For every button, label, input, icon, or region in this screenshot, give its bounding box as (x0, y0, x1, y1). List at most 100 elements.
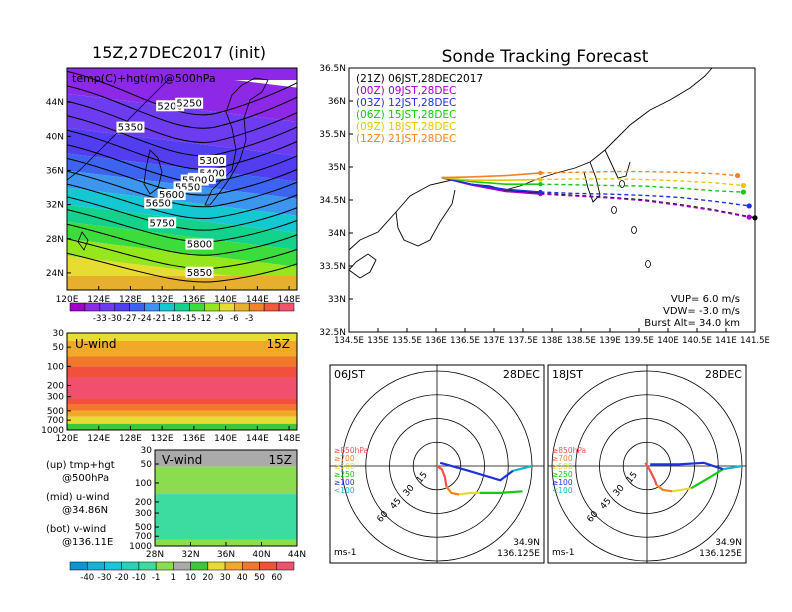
track-x-tick-label: 134.5E (334, 336, 364, 346)
hodograph-lon-label: 136.125E (699, 549, 742, 559)
hodograph-lat-label: 34.9N (715, 538, 742, 548)
wind-colorbar-swatch (190, 561, 209, 571)
param-burst: Burst Alt= 34.0 km (644, 318, 740, 329)
z500-frame (66, 67, 298, 291)
track-end-marker (740, 189, 747, 195)
z500-plot: 5200525053005350540054505500555056005650… (66, 67, 298, 291)
coast-bay (604, 149, 631, 179)
vwind-y-tick-label: 500 (135, 523, 152, 533)
note-up-level: @500hPa (62, 473, 109, 484)
colorbar-label: -3 (245, 314, 253, 324)
z500-x-tick-label: 120E (56, 295, 79, 305)
contour-label: 5500 (182, 176, 207, 187)
uwind-y-tick-label: 100 (47, 362, 64, 372)
contour-label: 5750 (149, 218, 174, 229)
colorbar-label: -6 (230, 314, 238, 324)
hodograph-level-legend: <100 (552, 486, 573, 495)
temperature-colorbar: -33 -30 -27 -24 -21 -18 -15 -12 -9 -6 -3 (69, 302, 295, 324)
z500-y-tick-label: 32N (46, 201, 64, 211)
temperature-band (67, 238, 297, 284)
hodograph-level-legend: ≥500 (334, 462, 355, 471)
track-y-axis: 32.5N 33N 33.5N 34N 34.5N 35N 35.5N 36N 36.5N (319, 64, 353, 338)
z500-x-axis: 120E 124E 128E 132E 136E 140E 144E 148E (56, 286, 301, 305)
track-line-dashed (540, 191, 750, 207)
hodograph-level-legend: <100 (334, 486, 355, 495)
track-x-tick-label: 135E (367, 336, 389, 346)
track-legend-entry: (00Z) 09JST,28DEC (356, 85, 456, 97)
uwind-x-tick-label: 136E (182, 434, 205, 444)
hodograph-trace (445, 485, 460, 496)
vwind-x-tick-label: 32N (181, 550, 199, 560)
hodograph-level-legend: ≥250 (552, 470, 573, 479)
track-x-tick-label: 138E (541, 336, 563, 346)
param-vup: VUP= 6.0 m/s (671, 294, 740, 305)
hodograph-level-legend: ≥850hPa (552, 446, 586, 455)
coast-island (645, 260, 651, 268)
track-burst-marker (538, 189, 543, 195)
param-vdw: VDW= -3.0 m/s (663, 306, 740, 317)
height-contour (67, 223, 297, 256)
wind-colorbar-label: -40 (80, 573, 94, 583)
wind-colorbar-swatch (242, 561, 260, 571)
contour-label-bg (157, 189, 186, 201)
track-x-axis: 134.5E 135E 135.5E 136E 136.5E 137E 137.5E 138E… (334, 328, 770, 346)
wind-colorbar-swatch (138, 561, 157, 571)
uwind-layer (67, 410, 297, 417)
track-y-tick-label: 34N (328, 229, 346, 239)
side-notes: (up) tmp+hgt @500hPa (mid) u-wind @34.86… (46, 460, 115, 548)
uwind-y-tick-label: 30 (53, 329, 65, 339)
uwind-layer (67, 377, 297, 399)
uwind-y-tick-label: 1000 (41, 426, 64, 436)
temperature-band (67, 68, 297, 122)
hodograph-trace (644, 462, 658, 486)
track-y-tick-label: 34.5N (319, 196, 346, 206)
colorbar-swatch (189, 302, 205, 312)
track-series (441, 170, 758, 221)
track-line-dashed (540, 170, 738, 177)
track-x-tick-label: 135.5E (392, 336, 422, 346)
vwind-y-tick-label: 300 (135, 509, 152, 519)
uwind-y-tick-label: 200 (47, 381, 64, 391)
contour-label-bg (144, 197, 173, 209)
track-line-solid (441, 176, 541, 181)
z500-title: 15Z,27DEC2017 (init) (92, 43, 266, 62)
colorbar-label: -15 (183, 314, 197, 324)
wind-colorbar-label: 20 (202, 573, 213, 583)
uwind-x-axis: 120E 124E 128E 132E 136E 140E 144E 148E (56, 426, 301, 444)
colorbar-swatch (129, 302, 145, 312)
track-y-tick-label: 33N (328, 295, 346, 305)
track-burst-marker (538, 181, 543, 187)
hodograph-level-legend: ≥250 (334, 470, 355, 479)
track-legend: (21Z) 06JST,28DEC2017(00Z) 09JST,28DEC(0… (356, 73, 483, 145)
hodograph-time-label: 18JST (552, 368, 583, 381)
track-y-tick-label: 33.5N (319, 262, 346, 272)
contour-label-bg (180, 174, 209, 186)
wind-colorbar-label: -1 (152, 573, 160, 583)
hodograph-trace (655, 484, 673, 493)
uwind-time: 15Z (267, 337, 291, 351)
vwind-time: 15Z (269, 453, 293, 467)
hodograph-level-legend: ≥100 (334, 478, 355, 487)
z500-panel: 15Z,27DEC2017 (init) 5200525053005350540… (46, 43, 301, 324)
track-x-tick-label: 139E (599, 336, 621, 346)
contour-label-bg (116, 121, 145, 133)
hodograph-trace (436, 465, 448, 487)
hodograph-level-legend: ≥700 (552, 454, 573, 463)
vwind-x-tick-label: 28N (146, 550, 164, 560)
uwind-y-tick-label: 500 (47, 407, 64, 417)
wind-colorbar-label: -30 (98, 573, 112, 583)
vwind-layer (155, 450, 297, 467)
z500-y-tick-label: 44N (46, 98, 64, 108)
track-line-solid (441, 176, 541, 193)
colorbar-label: -33 (93, 314, 107, 324)
z500-y-tick-label: 40N (46, 132, 64, 142)
z500-x-tick-label: 148E (278, 295, 301, 305)
hodograph-trace (512, 464, 533, 472)
uwind-x-tick-label: 124E (87, 434, 110, 444)
uwind-layer (67, 416, 297, 424)
colorbar-label: -21 (153, 314, 167, 324)
wind-colorbar-label: 40 (237, 573, 248, 583)
